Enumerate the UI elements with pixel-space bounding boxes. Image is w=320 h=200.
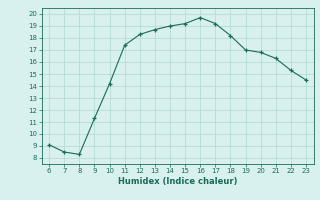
X-axis label: Humidex (Indice chaleur): Humidex (Indice chaleur)	[118, 177, 237, 186]
